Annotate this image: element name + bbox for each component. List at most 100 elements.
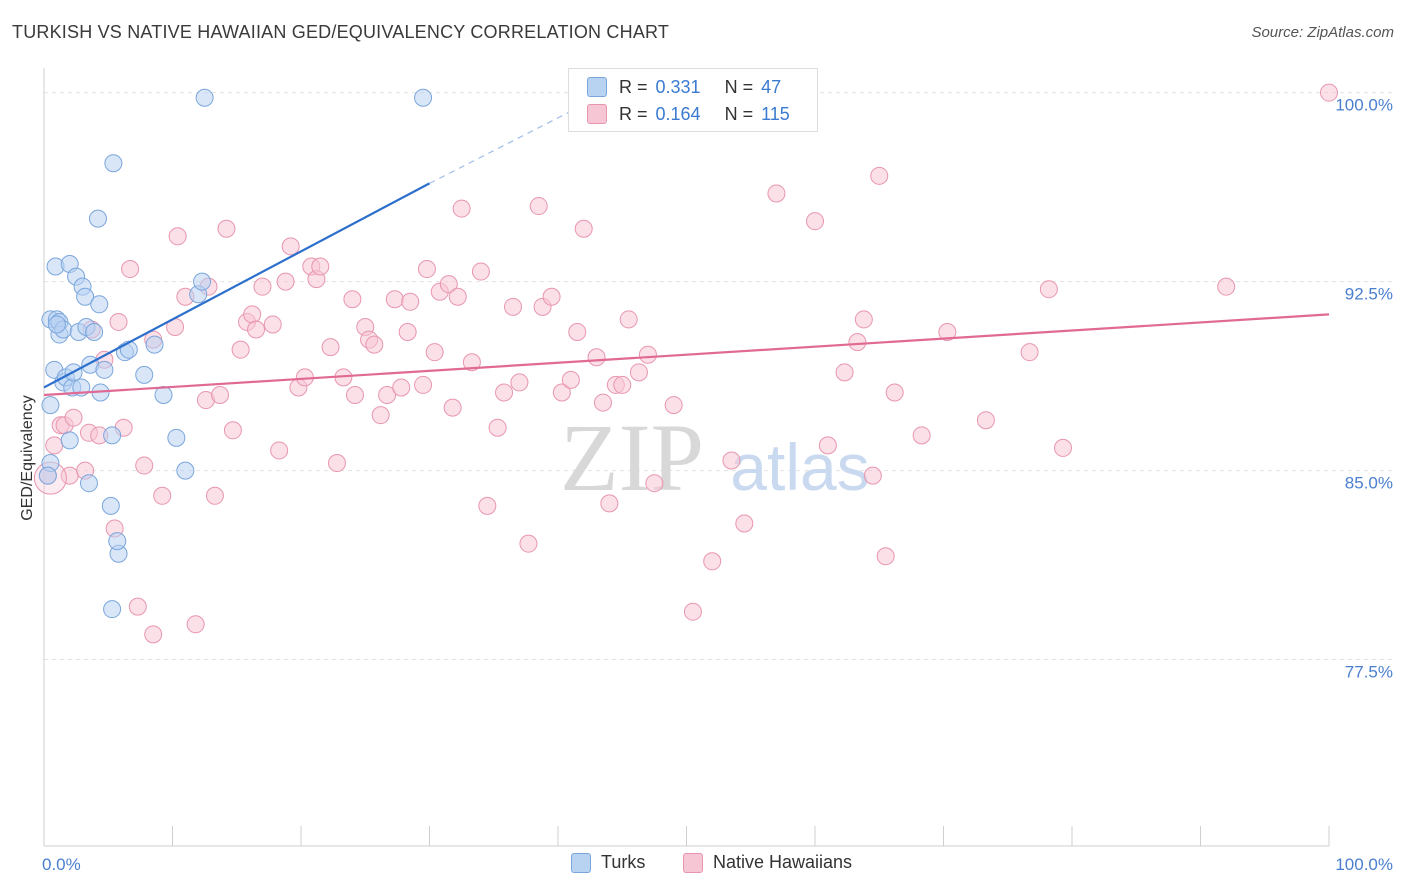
native-hawaiian-point [619,310,638,329]
native-hawaiian-point [912,426,931,445]
bottom-legend-hawaiians: Native Hawaiians [683,852,852,873]
legend-row-turks: R = 0.331 N = 47 [587,75,781,99]
native-hawaiian-point [638,345,657,364]
bottom-legend-swatch-hawaiians [683,852,703,873]
native-hawaiian-point [613,375,632,394]
turks-point [47,315,66,334]
native-hawaiian-point [425,343,444,362]
native-hawaiian-point [223,421,242,440]
native-hawaiian-point [1039,280,1058,299]
turks-point [60,431,79,450]
turks-point [145,335,164,354]
watermark: ZIP atlas [560,404,870,511]
turks-point [95,360,114,379]
native-hawaiian-point [281,237,300,256]
native-hawaiian-point [600,494,619,513]
turks-point [101,496,120,515]
x-tick-label: 0.0% [42,855,81,874]
native-hawaiian-point [488,418,507,437]
legend-n-label: N = [724,76,754,97]
legend-r-label: R = [619,76,648,97]
tick-labels: 77.5% 85.0% 92.5% 100.0% 0.0% 100.0% [42,96,1393,874]
source-credit: Source: ZipAtlas.com [1251,24,1394,41]
native-hawaiian-point [327,454,346,473]
legend-swatch-turks [587,77,607,97]
legend-r-value: 0.331 [655,76,701,97]
legend-row-hawaiians: R = 0.164 N = 115 [587,102,790,126]
native-hawaiian-point [448,287,467,306]
native-hawaiian-point [542,287,561,306]
native-hawaiian-point [519,534,538,553]
native-hawaiian-point [168,227,187,246]
native-hawaiian-point [462,353,481,372]
native-hawaiian-point [1320,83,1338,102]
native-hawaiian-point [311,257,330,276]
native-hawaiian-point [343,290,362,309]
turks-point [195,88,214,107]
legend-n-value: 47 [761,76,782,97]
watermark-atlas: atlas [730,430,869,504]
native-hawaiian-point [186,615,205,634]
native-hawaiian-point [205,486,224,505]
y-tick-label: 77.5% [1345,663,1393,682]
y-tick-label: 85.0% [1345,474,1393,493]
legend-n-label: N = [724,103,754,124]
native-hawaiian-point [806,212,824,231]
native-hawaiian-point [443,398,462,417]
native-hawaiian-point [645,474,664,493]
native-hawaiian-point [371,406,390,425]
native-hawaiian-point [529,197,548,216]
native-hawaiian-point [1020,343,1039,362]
native-hawaiian-point [552,383,571,402]
bottom-legend-swatch-turks [571,852,591,873]
bottom-legend-turks: Turks [571,852,645,873]
correlation-legend: R = 0.331 N = 47 R = 0.164 N = 115 [568,68,818,132]
native-hawaiian-point [561,370,580,389]
native-hawaiian-point [452,199,471,218]
native-hawaiian-point [478,496,497,515]
turks-point [414,88,433,107]
native-hawaiians-points [33,83,1338,644]
native-hawaiian-point [263,315,282,334]
x-tick-label: 100.0% [1335,855,1393,874]
legend-swatch-hawaiians [587,104,607,124]
native-hawaiian-point [231,340,250,359]
native-hawaiian-point [270,441,289,460]
native-hawaiian-point [510,373,529,392]
native-hawaiian-point [863,466,882,485]
native-hawaiian-point [870,166,889,185]
native-hawaiian-point [835,363,854,382]
turks-point [103,600,122,619]
native-hawaiian-point [392,378,411,397]
turks-trend-line [43,182,431,389]
turks-point [154,386,173,405]
native-hawaiian-point [144,625,163,644]
native-hawaiian-point [876,547,895,566]
native-hawaiians-trend-line [43,313,1330,397]
native-hawaiian-point [64,408,83,427]
native-hawaiian-point [385,290,404,309]
native-hawaiian-point [471,262,490,281]
native-hawaiian-point [703,552,722,571]
turks-point [88,209,107,228]
legend-n-value: 115 [761,103,790,124]
chart-title: TURKISH VS NATIVE HAWAIIAN GED/EQUIVALEN… [12,22,670,42]
native-hawaiian-point [495,383,514,402]
native-hawaiian-point [345,386,364,405]
native-hawaiian-point [854,310,873,329]
native-hawaiian-point [253,277,272,296]
native-hawaiian-point [247,320,266,339]
native-hawaiian-point [276,272,295,291]
turks-point [76,287,95,306]
native-hawaiian-point [593,393,612,412]
native-hawaiian-point [722,451,741,470]
native-hawaiian-point [664,396,683,415]
native-hawaiian-point [1217,277,1236,296]
turks-point [135,365,154,384]
native-hawaiian-point [818,436,837,455]
native-hawaiian-point [243,305,262,324]
turks-point [193,272,212,291]
native-hawaiian-point [321,338,340,357]
native-hawaiian-point [414,375,433,394]
